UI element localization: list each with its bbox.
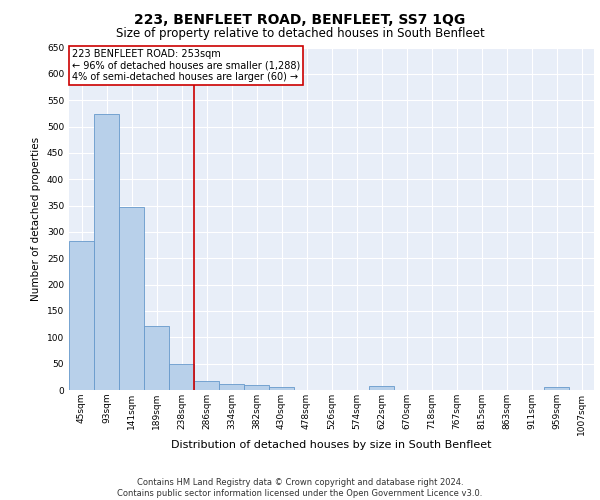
- Bar: [69, 241, 94, 390]
- Bar: [219, 384, 244, 390]
- Text: 223 BENFLEET ROAD: 253sqm
← 96% of detached houses are smaller (1,288)
4% of sem: 223 BENFLEET ROAD: 253sqm ← 96% of detac…: [71, 49, 300, 82]
- Bar: [544, 387, 569, 390]
- Bar: [194, 381, 219, 390]
- Bar: [94, 114, 119, 390]
- Y-axis label: Number of detached properties: Number of detached properties: [31, 136, 41, 301]
- Text: Size of property relative to detached houses in South Benfleet: Size of property relative to detached ho…: [116, 28, 484, 40]
- Text: 223, BENFLEET ROAD, BENFLEET, SS7 1QG: 223, BENFLEET ROAD, BENFLEET, SS7 1QG: [134, 12, 466, 26]
- Bar: [244, 384, 269, 390]
- Bar: [169, 364, 194, 390]
- Bar: [369, 386, 394, 390]
- Text: Contains HM Land Registry data © Crown copyright and database right 2024.
Contai: Contains HM Land Registry data © Crown c…: [118, 478, 482, 498]
- Bar: [144, 326, 169, 390]
- X-axis label: Distribution of detached houses by size in South Benfleet: Distribution of detached houses by size …: [171, 440, 492, 450]
- Bar: [269, 387, 294, 390]
- Bar: [119, 207, 144, 390]
